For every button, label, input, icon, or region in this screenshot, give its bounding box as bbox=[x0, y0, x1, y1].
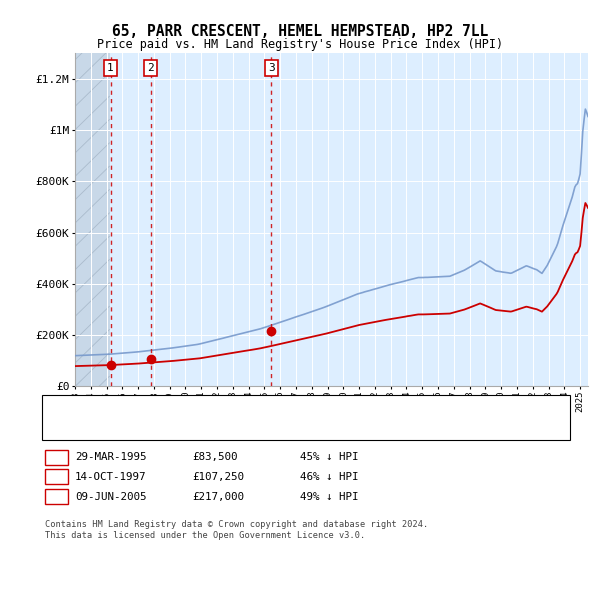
Text: 45% ↓ HPI: 45% ↓ HPI bbox=[300, 453, 359, 462]
Text: 1: 1 bbox=[107, 63, 114, 73]
Text: 2: 2 bbox=[53, 472, 60, 481]
Text: HPI: Average price, detached house, Dacorum: HPI: Average price, detached house, Daco… bbox=[93, 424, 351, 434]
Text: 49% ↓ HPI: 49% ↓ HPI bbox=[300, 492, 359, 502]
Text: £107,250: £107,250 bbox=[192, 472, 244, 481]
Text: Price paid vs. HM Land Registry's House Price Index (HPI): Price paid vs. HM Land Registry's House … bbox=[97, 38, 503, 51]
Text: ——: —— bbox=[60, 400, 91, 415]
Text: 1: 1 bbox=[53, 453, 60, 462]
Text: 09-JUN-2005: 09-JUN-2005 bbox=[75, 492, 146, 502]
Text: ——: —— bbox=[60, 421, 91, 436]
Text: £83,500: £83,500 bbox=[192, 453, 238, 462]
Text: 46% ↓ HPI: 46% ↓ HPI bbox=[300, 472, 359, 481]
Text: 65, PARR CRESCENT, HEMEL HEMPSTEAD, HP2 7LL: 65, PARR CRESCENT, HEMEL HEMPSTEAD, HP2 … bbox=[112, 24, 488, 38]
Text: 14-OCT-1997: 14-OCT-1997 bbox=[75, 472, 146, 481]
Text: 3: 3 bbox=[268, 63, 275, 73]
Text: £217,000: £217,000 bbox=[192, 492, 244, 502]
Text: 3: 3 bbox=[53, 492, 60, 502]
Text: 29-MAR-1995: 29-MAR-1995 bbox=[75, 453, 146, 462]
Text: 65, PARR CRESCENT, HEMEL HEMPSTEAD, HP2 7LL (detached house): 65, PARR CRESCENT, HEMEL HEMPSTEAD, HP2 … bbox=[93, 403, 453, 412]
Text: Contains HM Land Registry data © Crown copyright and database right 2024.
This d: Contains HM Land Registry data © Crown c… bbox=[45, 520, 428, 540]
Bar bbox=[75, 53, 110, 386]
Text: 2: 2 bbox=[147, 63, 154, 73]
